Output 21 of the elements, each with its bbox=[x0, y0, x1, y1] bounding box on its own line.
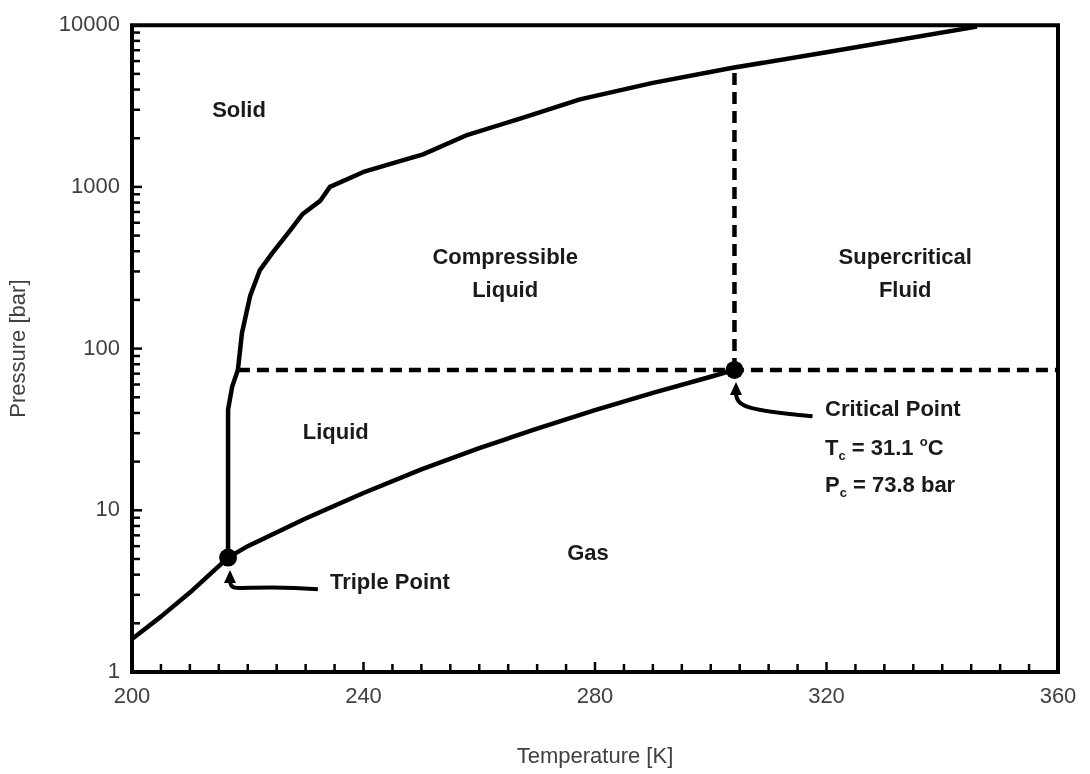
annotation: T$_{c}$ = 31.1 $^{o}$C bbox=[825, 432, 944, 465]
y-tick-label: 100 bbox=[83, 334, 120, 360]
annotation: Critical Point bbox=[825, 394, 961, 423]
annotation: Liquid bbox=[302, 417, 369, 446]
y-tick-label: 1 bbox=[107, 658, 120, 684]
x-tick-label: 240 bbox=[345, 683, 382, 709]
y-tick-label: 10000 bbox=[58, 11, 120, 37]
x-tick-label: 200 bbox=[113, 683, 151, 709]
annotation: P$_{c}$ = 73.8 bar bbox=[825, 470, 956, 502]
x-tick-label: 360 bbox=[1039, 683, 1077, 709]
x-tick-label: 280 bbox=[576, 683, 614, 709]
annotation: Compressible Liquid bbox=[432, 242, 578, 304]
annotation: Triple Point bbox=[329, 567, 450, 596]
annotation: Solid bbox=[212, 95, 266, 123]
y-tick-label: 10 bbox=[95, 496, 120, 522]
x-tick-label: 320 bbox=[808, 683, 845, 709]
annotation: Supercritical Fluid bbox=[838, 242, 972, 304]
y-axis-title: Pressure [bar] bbox=[5, 279, 31, 418]
annotation: Gas bbox=[567, 538, 609, 567]
x-axis-title: Temperature [K] bbox=[516, 742, 674, 768]
y-tick-label: 1000 bbox=[71, 172, 120, 198]
